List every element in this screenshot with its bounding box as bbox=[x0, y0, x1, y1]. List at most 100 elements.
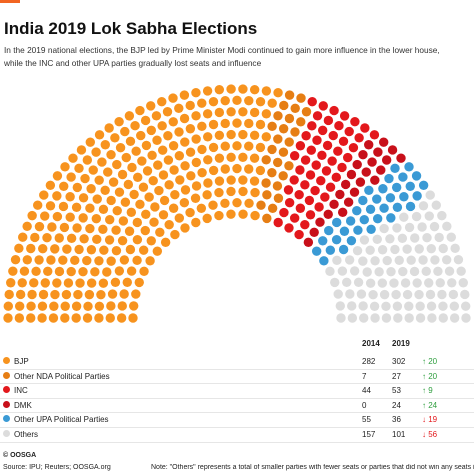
seat bbox=[397, 233, 408, 244]
seat bbox=[145, 256, 155, 266]
seat bbox=[415, 313, 426, 323]
seat bbox=[214, 210, 224, 221]
seat bbox=[40, 211, 50, 221]
seat bbox=[208, 119, 219, 130]
seat bbox=[333, 146, 343, 156]
seat bbox=[191, 217, 201, 228]
seat bbox=[332, 255, 342, 266]
seat bbox=[17, 278, 27, 288]
seat bbox=[249, 153, 260, 163]
seats-2019: 36 bbox=[392, 415, 401, 425]
seat bbox=[86, 278, 97, 288]
seat bbox=[376, 165, 386, 175]
seat bbox=[37, 301, 48, 311]
seat bbox=[106, 256, 116, 266]
seat bbox=[208, 142, 219, 153]
seat bbox=[34, 255, 44, 265]
seat bbox=[152, 135, 162, 145]
seat bbox=[214, 84, 225, 95]
seat bbox=[125, 136, 136, 147]
seat bbox=[421, 266, 431, 277]
seat bbox=[340, 179, 351, 190]
seat bbox=[88, 165, 98, 175]
seat bbox=[442, 255, 452, 265]
seat bbox=[343, 197, 354, 207]
seat bbox=[437, 210, 447, 221]
seat bbox=[300, 180, 310, 190]
seat bbox=[389, 278, 399, 288]
seat bbox=[111, 245, 122, 256]
seat bbox=[434, 232, 444, 243]
seat bbox=[114, 187, 125, 197]
seat bbox=[130, 121, 140, 131]
seat bbox=[106, 301, 116, 311]
seat bbox=[4, 289, 14, 300]
seat bbox=[267, 121, 277, 131]
seat bbox=[284, 161, 294, 171]
seat bbox=[180, 185, 191, 195]
seat bbox=[175, 175, 185, 185]
seat bbox=[347, 301, 357, 311]
seat bbox=[142, 166, 153, 176]
seat bbox=[60, 313, 70, 323]
seat bbox=[435, 278, 445, 288]
seat bbox=[140, 115, 151, 126]
seat bbox=[289, 213, 300, 223]
seat bbox=[126, 207, 137, 218]
seat bbox=[284, 90, 295, 100]
seat bbox=[124, 226, 135, 236]
seat bbox=[214, 176, 225, 186]
party-seats bbox=[256, 90, 312, 224]
seat bbox=[3, 301, 13, 311]
seat bbox=[348, 143, 359, 153]
seat bbox=[164, 219, 174, 230]
seat bbox=[279, 207, 289, 218]
seat bbox=[78, 193, 89, 203]
seat bbox=[278, 124, 289, 134]
seat bbox=[358, 256, 368, 266]
seat bbox=[438, 301, 448, 311]
seat bbox=[39, 190, 49, 200]
legend-dot bbox=[3, 371, 10, 379]
seat bbox=[75, 278, 85, 288]
seat bbox=[78, 266, 88, 277]
seat bbox=[344, 126, 354, 137]
seat bbox=[104, 235, 115, 245]
seat bbox=[301, 107, 312, 117]
seat bbox=[26, 313, 36, 323]
seat bbox=[337, 266, 348, 276]
seat bbox=[85, 137, 96, 147]
seat bbox=[71, 313, 81, 323]
seat bbox=[429, 221, 440, 232]
seat bbox=[208, 96, 219, 107]
seat bbox=[369, 301, 380, 311]
seat bbox=[59, 222, 70, 233]
seat bbox=[372, 214, 383, 224]
seat bbox=[45, 201, 56, 211]
seat bbox=[38, 289, 49, 300]
seat bbox=[365, 278, 376, 288]
seat bbox=[398, 266, 408, 277]
seat bbox=[29, 278, 39, 288]
seat bbox=[369, 130, 380, 140]
seat bbox=[279, 100, 289, 111]
seat bbox=[197, 98, 207, 108]
seat bbox=[427, 313, 437, 323]
seat bbox=[353, 277, 364, 287]
seat bbox=[360, 123, 370, 133]
seat bbox=[290, 103, 300, 114]
seat bbox=[106, 195, 116, 206]
seat bbox=[338, 136, 349, 147]
seat bbox=[197, 167, 207, 178]
seat bbox=[331, 234, 342, 245]
seats-2014: 55 bbox=[362, 415, 371, 425]
seat bbox=[450, 243, 460, 254]
seat bbox=[267, 167, 277, 178]
seat bbox=[179, 113, 190, 124]
seat bbox=[404, 222, 415, 233]
seat bbox=[261, 132, 271, 142]
seat bbox=[168, 203, 179, 213]
seat bbox=[396, 153, 406, 163]
seat bbox=[377, 245, 388, 255]
seat bbox=[112, 159, 122, 170]
